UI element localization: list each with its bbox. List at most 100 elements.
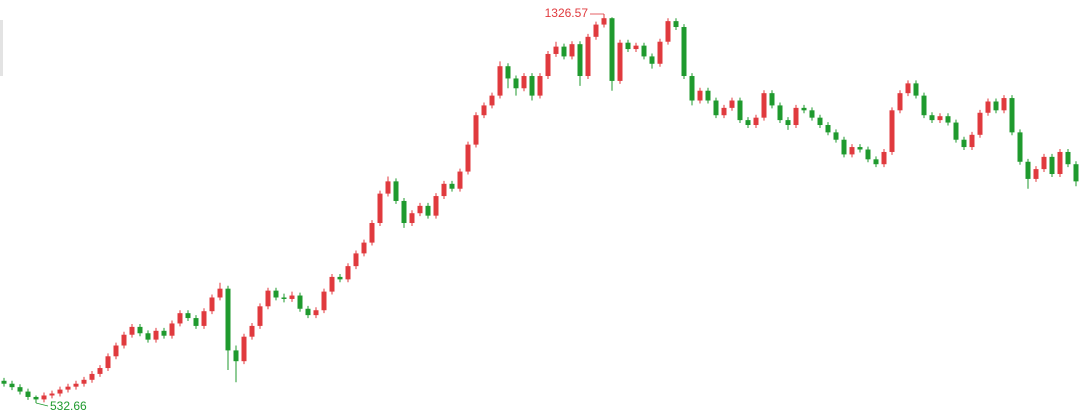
candle-body xyxy=(89,373,95,380)
candle-body xyxy=(857,147,863,150)
candle-body xyxy=(529,76,535,96)
candle-body xyxy=(193,318,199,326)
candle-body xyxy=(561,46,567,57)
candle-body xyxy=(785,120,791,126)
candle-body xyxy=(1065,151,1071,165)
candle-body xyxy=(393,181,399,201)
annotation-leader xyxy=(35,402,49,407)
candle-body xyxy=(457,171,463,189)
candle-body xyxy=(209,297,215,312)
candle-body xyxy=(345,266,351,280)
candle-body xyxy=(57,389,63,394)
candle-body xyxy=(449,183,455,189)
candle-body xyxy=(417,205,423,214)
candle-body xyxy=(921,95,927,116)
candle-body xyxy=(601,18,607,25)
candle-body xyxy=(593,24,599,37)
candle-body xyxy=(609,18,615,81)
candle-body xyxy=(17,387,23,392)
candle-body xyxy=(313,310,319,316)
candle-body xyxy=(409,213,415,224)
candle-body xyxy=(113,345,119,357)
candle-body xyxy=(161,330,167,336)
candle-body xyxy=(97,368,103,374)
candle-body xyxy=(1041,156,1047,170)
low-annotation: 532.66 xyxy=(50,399,87,413)
candle-body xyxy=(281,297,287,299)
candle-body xyxy=(649,56,655,64)
candle-body xyxy=(1,380,7,384)
candle-body xyxy=(305,308,311,316)
candle-body xyxy=(65,386,71,390)
candle-body xyxy=(633,45,639,50)
candle-body xyxy=(769,93,775,106)
candle-body xyxy=(33,396,39,400)
candle-body xyxy=(825,125,831,133)
candle-body xyxy=(137,326,143,334)
candle-body xyxy=(249,325,255,337)
candle-body xyxy=(585,36,591,77)
candle-body xyxy=(337,276,343,280)
candle-body xyxy=(841,139,847,155)
candle-body xyxy=(793,107,799,126)
candle-body xyxy=(481,105,487,116)
candle-body xyxy=(185,313,191,319)
candle-body xyxy=(329,276,335,292)
candle-body xyxy=(489,95,495,106)
candle-body xyxy=(617,42,623,81)
candle-body xyxy=(377,193,383,224)
candle-body xyxy=(257,306,263,326)
candle-body xyxy=(513,78,519,89)
candle-body xyxy=(153,330,159,340)
candle-body xyxy=(729,100,735,108)
candle-body xyxy=(681,27,687,77)
candle-body xyxy=(817,117,823,126)
candle-body xyxy=(1049,156,1055,175)
candle-body xyxy=(505,66,511,79)
candle-body xyxy=(969,134,975,148)
candle-body xyxy=(289,295,295,299)
candle-body xyxy=(1057,151,1063,175)
candle-body xyxy=(401,200,407,224)
candle-body xyxy=(425,205,431,216)
candle-body xyxy=(809,110,815,118)
candle-body xyxy=(201,311,207,326)
candle-body xyxy=(689,76,695,101)
candle-body xyxy=(473,115,479,145)
candle-body xyxy=(545,53,551,77)
candle-body xyxy=(945,116,951,123)
candle-body xyxy=(361,242,367,254)
candle-body xyxy=(1073,164,1079,182)
candle-body xyxy=(577,44,583,77)
candle-body xyxy=(217,288,223,298)
candle-body xyxy=(977,112,983,135)
candle-body xyxy=(81,379,87,384)
candle-body xyxy=(705,90,711,101)
candle-body xyxy=(881,151,887,165)
candle-body xyxy=(225,288,231,351)
candle-body xyxy=(953,122,959,140)
candle-body xyxy=(929,115,935,121)
candle-body xyxy=(737,100,743,121)
candle-body xyxy=(849,147,855,155)
candle-body xyxy=(169,323,175,336)
candle-body xyxy=(25,391,31,397)
candle-body xyxy=(873,159,879,165)
candle-body xyxy=(553,46,559,54)
candle-body xyxy=(697,90,703,101)
candle-body xyxy=(273,290,279,298)
candle-body xyxy=(937,116,943,121)
candle-body xyxy=(121,334,127,346)
candle-body xyxy=(993,101,999,111)
candle-body xyxy=(497,66,503,96)
candle-body xyxy=(913,83,919,96)
candle-body xyxy=(233,350,239,362)
candle-body xyxy=(73,383,79,387)
candle-body xyxy=(1001,98,1007,111)
candle-body xyxy=(385,181,391,194)
candle-body xyxy=(657,41,663,64)
candle-body xyxy=(353,253,359,267)
candle-body xyxy=(145,333,151,340)
candle-body xyxy=(569,44,575,57)
